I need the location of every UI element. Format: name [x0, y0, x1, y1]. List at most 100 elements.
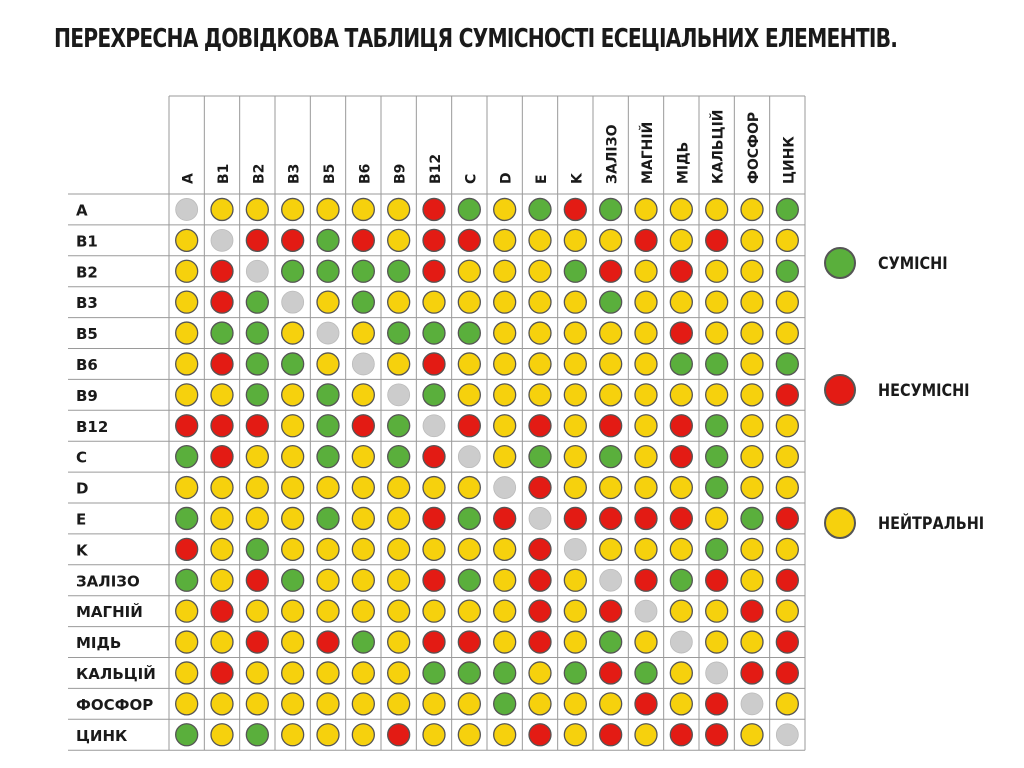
matrix-dot: [740, 692, 764, 716]
legend-swatch: [824, 507, 856, 539]
matrix-dot: [740, 414, 764, 438]
matrix-dot: [175, 537, 199, 561]
matrix-dot: [493, 630, 517, 654]
matrix-dot: [705, 321, 729, 345]
matrix-dot: [705, 444, 729, 469]
matrix-dot: [387, 352, 411, 376]
matrix-dot: [563, 197, 587, 222]
matrix-dot: [457, 723, 481, 747]
matrix-dot: [281, 228, 305, 253]
matrix-dot: [387, 228, 411, 253]
matrix-dot: [493, 568, 517, 592]
matrix-dot: [422, 444, 446, 469]
row-label: B12: [76, 418, 108, 436]
matrix-dot: [316, 228, 340, 253]
row-label: МАГНІЙ: [76, 602, 143, 621]
row-label: C: [76, 449, 87, 467]
matrix-dot: [493, 692, 517, 716]
matrix-dot: [493, 290, 517, 314]
matrix-dot: [457, 414, 481, 438]
column-header: E: [534, 174, 550, 184]
matrix-dot: [351, 692, 375, 716]
matrix-dot: [387, 475, 411, 500]
matrix-dot: [422, 352, 446, 376]
matrix-dot: [316, 599, 340, 623]
matrix-dot: [245, 290, 269, 314]
matrix-dot: [493, 661, 517, 685]
matrix-dot: [563, 568, 587, 592]
matrix-dot: [422, 321, 446, 345]
matrix-dot: [175, 383, 199, 407]
matrix-dot: [281, 352, 305, 376]
matrix-dot: [528, 321, 552, 345]
matrix-dot: [599, 661, 623, 685]
matrix-dot: [457, 352, 481, 376]
matrix-dot: [493, 352, 517, 376]
matrix-dot: [740, 383, 764, 407]
matrix-dot: [457, 228, 481, 253]
matrix-dot: [281, 475, 305, 500]
matrix-dot: [669, 723, 693, 747]
matrix-dot: [634, 383, 658, 407]
matrix-dot: [705, 383, 729, 407]
matrix-dot: [775, 506, 799, 531]
matrix-dot: [457, 445, 481, 469]
matrix-dot: [210, 630, 234, 654]
matrix-dot: [245, 630, 269, 654]
matrix-dot: [281, 692, 305, 716]
matrix-dot: [387, 321, 411, 345]
matrix-dot: [669, 197, 693, 222]
matrix-dot: [705, 661, 729, 685]
matrix-dot: [775, 723, 799, 747]
matrix-dot: [316, 692, 340, 716]
matrix-dot: [775, 352, 799, 376]
matrix-dot: [316, 197, 340, 222]
matrix-dot: [599, 228, 623, 253]
matrix-dot: [175, 661, 199, 685]
matrix-dot: [563, 444, 587, 469]
matrix-dot: [599, 321, 623, 345]
matrix-dot: [281, 630, 305, 654]
matrix-dot: [422, 259, 446, 283]
matrix-dot: [775, 321, 799, 345]
matrix-dot: [775, 383, 799, 407]
matrix-dot: [705, 352, 729, 376]
matrix-dot: [175, 290, 199, 314]
row-label: B9: [76, 387, 98, 405]
matrix-dot: [245, 568, 269, 592]
matrix-dot: [493, 321, 517, 345]
matrix-dot: [528, 599, 552, 623]
matrix-dot: [634, 568, 658, 592]
matrix-dot: [599, 290, 623, 314]
matrix-dot: [599, 506, 623, 531]
matrix-dot: [387, 506, 411, 531]
matrix-dot: [599, 444, 623, 469]
matrix-dot: [775, 630, 799, 654]
matrix-dot: [669, 475, 693, 500]
matrix-dot: [563, 259, 587, 283]
matrix-dot: [210, 537, 234, 561]
matrix-dot: [669, 568, 693, 592]
column-header: ЗАЛІЗО: [605, 124, 621, 184]
row-label: K: [76, 541, 89, 559]
matrix-dot: [528, 630, 552, 654]
matrix-dot: [281, 568, 305, 592]
matrix-dot: [245, 599, 269, 623]
matrix-dot: [316, 444, 340, 469]
matrix-dot: [245, 475, 269, 500]
matrix-dot: [634, 228, 658, 253]
matrix-dot: [493, 259, 517, 283]
matrix-dot: [210, 259, 234, 283]
matrix-dot: [210, 568, 234, 592]
matrix-dot: [740, 568, 764, 592]
matrix-dot: [528, 259, 552, 283]
matrix-dot: [493, 383, 517, 407]
matrix-dot: [634, 537, 658, 561]
matrix-dot: [422, 537, 446, 561]
matrix-dot: [669, 414, 693, 438]
matrix-dot: [387, 259, 411, 283]
matrix-dot: [422, 197, 446, 222]
matrix-dot: [634, 599, 658, 623]
matrix-dot: [281, 197, 305, 222]
matrix-dot: [210, 475, 234, 500]
